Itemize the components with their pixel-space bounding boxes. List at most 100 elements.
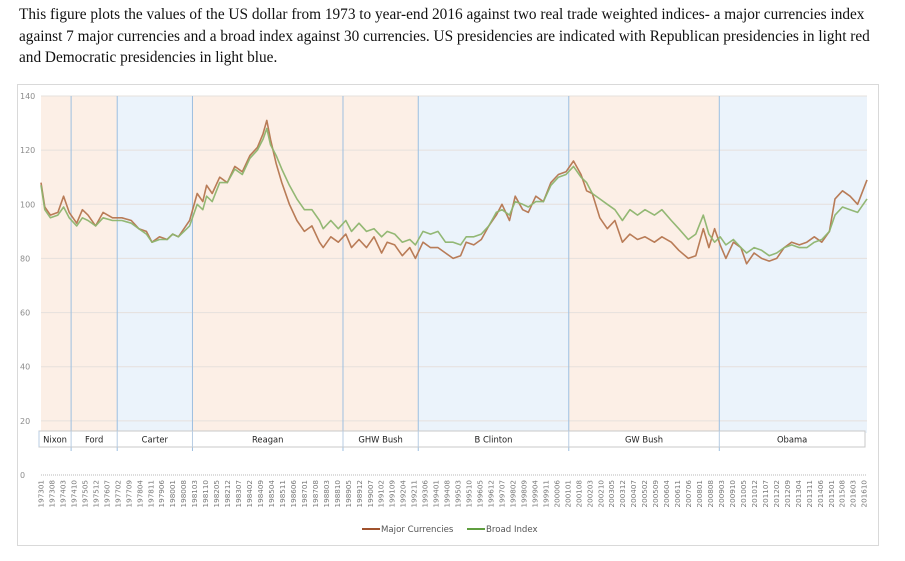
presidency-band-reagan	[192, 96, 343, 433]
presidency-dividers	[70, 96, 720, 451]
presidency-label-gw-bush: GW Bush	[625, 435, 663, 445]
presidency-band-ford	[71, 96, 118, 433]
presidency-label-reagan: Reagan	[252, 435, 283, 445]
x-tick-label: 198409	[256, 480, 265, 508]
x-tick-label: 199802	[509, 480, 518, 507]
x-tick-label: 197804	[135, 480, 144, 508]
x-tick-label: 198402	[245, 480, 254, 507]
presidency-band-gw-bush	[568, 96, 720, 433]
presidency-label-obama: Obama	[777, 435, 807, 445]
x-tick-label: 199809	[519, 480, 528, 508]
x-tick-label: 200407	[629, 480, 638, 507]
x-tick-label: 198212	[223, 480, 232, 507]
x-tick-label: 198205	[212, 480, 221, 507]
presidency-band-ghw-bush	[342, 96, 419, 433]
x-tick-label: 199510	[465, 480, 474, 508]
legend: Major Currencies Broad Index	[362, 525, 538, 535]
x-tick-label: 200108	[574, 480, 583, 508]
x-tick-label: 201012	[750, 480, 759, 507]
legend-broad-index-label: Broad Index	[486, 525, 538, 535]
presidency-band-obama	[719, 96, 867, 433]
x-tick-label: 200502	[640, 480, 649, 507]
legend-major-currencies-label: Major Currencies	[381, 525, 454, 535]
x-tick-label: 200910	[728, 480, 737, 508]
x-tick-label: 197301	[37, 480, 46, 507]
x-tick-label: 201202	[772, 480, 781, 507]
y-tick-label: 120	[20, 146, 35, 155]
presidency-label-carter: Carter	[142, 435, 169, 445]
x-tick-label: 200006	[552, 480, 561, 508]
x-tick-label: 201501	[827, 480, 836, 507]
series-lines	[40, 119, 868, 265]
presidency-label-ford: Ford	[85, 435, 103, 445]
presidency-band-carter	[117, 96, 193, 433]
x-tick-label: 200312	[618, 480, 627, 507]
x-tick-label: 201406	[816, 480, 825, 508]
presidency-bands	[41, 96, 867, 433]
x-tick-label: 197410	[69, 480, 78, 508]
x-tick-label: 201603	[849, 480, 858, 507]
x-tick-label: 200808	[706, 480, 715, 508]
x-tick-label: 199401	[432, 480, 441, 507]
x-tick-label: 198307	[234, 480, 243, 507]
x-tick-label: 198103	[190, 480, 199, 507]
x-tick-label: 200706	[684, 480, 693, 508]
presidency-label-table: Nixon Ford Carter Reagan GHW Bush B Clinton GW…	[38, 430, 866, 448]
x-tick-label: 199306	[421, 480, 430, 508]
x-tick-label: 199503	[454, 480, 463, 507]
y-tick-label: 40	[20, 363, 30, 372]
x-tick-label: 197702	[113, 480, 122, 507]
presidency-label-nixon: Nixon	[43, 435, 67, 445]
x-tick-label: 201005	[739, 480, 748, 507]
presidency-band-b-clinton	[418, 96, 569, 433]
x-tick-label: 200210	[596, 480, 605, 508]
y-tick-label: 100	[20, 200, 35, 209]
x-tick-label: 199109	[388, 480, 397, 508]
x-tick-label: 200611	[673, 480, 682, 507]
x-tick-label: 200903	[717, 480, 726, 507]
x-tick-label: 198912	[355, 480, 364, 507]
y-tick-label: 80	[20, 254, 30, 263]
x-tick-label: 198810	[333, 480, 342, 508]
x-tick-label: 199707	[498, 480, 507, 507]
gridlines	[41, 95, 867, 422]
x-tick-label: 199612	[487, 480, 496, 507]
chart-frame: 0 20 40 60 80 100 120 140 Nixon Ford Carter Reagan…	[17, 84, 879, 546]
x-tick-label: 197512	[91, 480, 100, 507]
x-tick-label: 199911	[541, 480, 550, 507]
y-tick-label: 60	[20, 309, 30, 318]
x-tick-label: 198008	[179, 480, 188, 508]
x-tick-label: 199605	[476, 480, 485, 507]
x-tick-label: 200801	[695, 480, 704, 507]
x-tick-label: 199102	[377, 480, 386, 507]
x-tick-label: 197505	[80, 480, 89, 507]
x-tick-label: 199408	[443, 480, 452, 508]
presidency-label-b-clinton: B Clinton	[475, 435, 513, 445]
x-tick-label: 200604	[662, 480, 671, 508]
x-tick-label: 198504	[267, 480, 276, 508]
x-tick-label: 197308	[48, 480, 57, 508]
x-tick-label: 198110	[201, 480, 210, 508]
x-tick-label: 200101	[563, 480, 572, 507]
x-tick-label: 197811	[146, 480, 155, 507]
x-tick-label: 197906	[157, 480, 166, 508]
x-tick-label: 201311	[805, 480, 814, 507]
x-tick-label: 201610	[860, 480, 869, 508]
x-tick-label: 200305	[607, 480, 616, 507]
x-tick-label: 198511	[278, 480, 287, 507]
x-tick-label: 199007	[366, 480, 375, 507]
presidency-label-ghw-bush: GHW Bush	[358, 435, 402, 445]
y-axis-ticks: 0 20 40 60 80 100 120 140	[20, 92, 35, 480]
currency-index-chart: 0 20 40 60 80 100 120 140 Nixon Ford Carter Reagan…	[20, 92, 869, 535]
x-tick-label: 198803	[322, 480, 331, 507]
x-tick-label: 197607	[102, 480, 111, 507]
y-tick-label: 20	[20, 417, 30, 426]
series-line-broad-index	[40, 127, 868, 257]
x-tick-label: 198701	[300, 480, 309, 507]
x-tick-label: 199211	[410, 480, 419, 507]
x-tick-label: 197709	[124, 480, 133, 508]
x-tick-label: 197403	[59, 480, 68, 507]
x-tick-label: 198905	[344, 480, 353, 507]
x-tick-label: 199904	[530, 480, 539, 508]
y-tick-label: 140	[20, 92, 35, 101]
